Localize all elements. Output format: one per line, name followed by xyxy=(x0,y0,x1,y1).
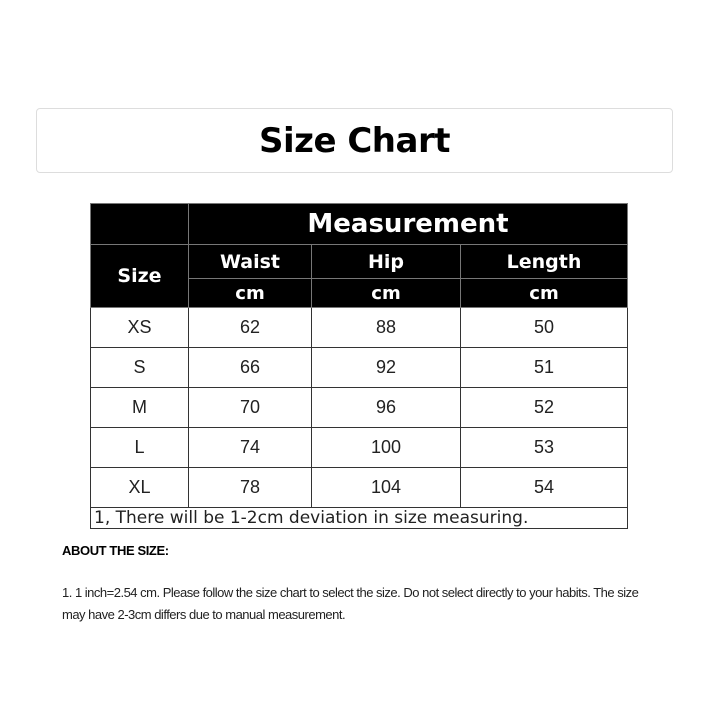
measurement-header: Measurement xyxy=(188,203,628,245)
table-row: L 74 100 53 xyxy=(90,427,628,468)
about-text: 1. 1 inch=2.54 cm. Please follow the siz… xyxy=(62,585,639,622)
value-cell: 66 xyxy=(188,347,312,388)
column-header: Length xyxy=(460,244,628,279)
size-cell: S xyxy=(90,347,189,388)
header-corner xyxy=(90,203,189,245)
table-row: XS 62 88 50 xyxy=(90,307,628,348)
value-cell: 70 xyxy=(188,387,312,428)
value-cell: 92 xyxy=(311,347,461,388)
column-header: Waist xyxy=(188,244,312,279)
size-cell: XL xyxy=(90,467,189,508)
size-cell: M xyxy=(90,387,189,428)
value-cell: 100 xyxy=(311,427,461,468)
value-cell: 78 xyxy=(188,467,312,508)
table-row: XL 78 104 54 xyxy=(90,467,628,508)
size-table: Measurement Size Waist Hip Length cm cm … xyxy=(90,203,628,529)
size-header: Size xyxy=(90,244,189,308)
value-cell: 54 xyxy=(460,467,628,508)
column-header: Hip xyxy=(311,244,461,279)
value-cell: 96 xyxy=(311,387,461,428)
value-cell: 104 xyxy=(311,467,461,508)
size-cell: L xyxy=(90,427,189,468)
unit-header: cm xyxy=(460,278,628,308)
table-row: M 70 96 52 xyxy=(90,387,628,428)
table-note: 1, There will be 1-2cm deviation in size… xyxy=(90,507,628,529)
table-row: S 66 92 51 xyxy=(90,347,628,388)
size-cell: XS xyxy=(90,307,189,348)
value-cell: 52 xyxy=(460,387,628,428)
value-cell: 62 xyxy=(188,307,312,348)
value-cell: 74 xyxy=(188,427,312,468)
title-box: Size Chart xyxy=(36,108,673,173)
page-title: Size Chart xyxy=(259,120,450,161)
unit-header: cm xyxy=(188,278,312,308)
unit-header: cm xyxy=(311,278,461,308)
value-cell: 51 xyxy=(460,347,628,388)
value-cell: 53 xyxy=(460,427,628,468)
about-heading: ABOUT THE SIZE: xyxy=(62,543,169,558)
value-cell: 50 xyxy=(460,307,628,348)
value-cell: 88 xyxy=(311,307,461,348)
